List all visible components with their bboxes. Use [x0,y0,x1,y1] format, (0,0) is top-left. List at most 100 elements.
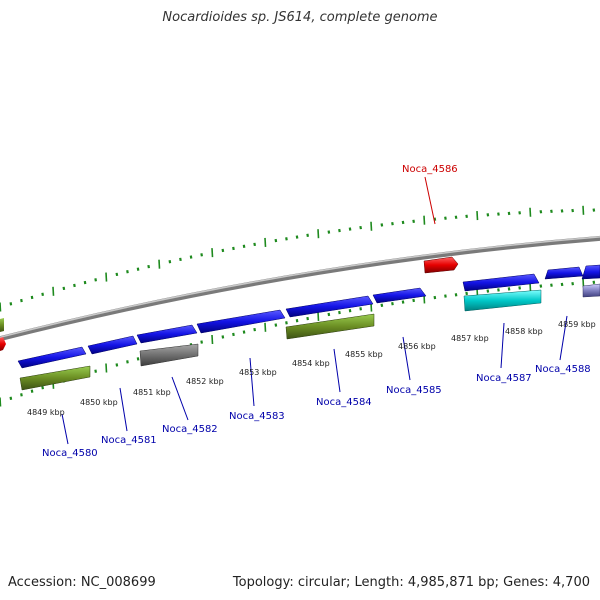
major-tick [211,248,214,258]
gene-arrow[interactable] [0,318,4,332]
gene-label-noca-4585[interactable]: Noca_4585 [386,385,442,396]
major-tick [317,311,320,322]
minor-tick [285,237,288,241]
gene-arrow[interactable] [17,346,87,369]
minor-tick [41,292,44,297]
minor-tick [115,272,119,277]
minor-tick [179,257,182,262]
minor-tick [507,211,511,216]
minor-tick [20,298,23,303]
minor-tick [380,303,384,307]
minor-tick [380,223,384,227]
gene-arrow[interactable] [423,256,459,274]
minor-tick [285,321,288,325]
minor-tick [136,267,140,271]
gene-arrow[interactable] [462,273,540,292]
minor-tick [253,242,256,247]
minor-tick [41,386,44,390]
minor-tick [168,260,172,264]
gene-arrow[interactable] [581,264,600,280]
minor-tick [94,369,97,373]
minor-tick [444,216,447,220]
gene-arrow[interactable] [136,324,198,344]
minor-tick [497,212,500,216]
gene-arrow[interactable] [196,309,286,334]
kbp-labels: 4849 kbp 4850 kbp 4851 kbp 4852 kbp 4853… [27,320,596,417]
kbp-label: 4849 kbp [27,408,65,417]
minor-tick [401,300,405,304]
genome-summary-text: Topology: circular; Length: 4,985,871 bp… [232,575,590,590]
gene-label-noca-4582[interactable]: Noca_4582 [162,424,218,435]
gene-arrow[interactable] [19,365,91,391]
minor-tick [136,357,140,361]
minor-tick [126,360,129,364]
gene-label-noca-4588[interactable]: Noca_4588 [535,364,591,375]
minor-tick [391,221,394,226]
major-tick [105,272,108,282]
minor-tick [306,233,309,237]
minor-tick [338,310,341,315]
minor-tick [560,282,564,287]
gene-label-noca-4583[interactable]: Noca_4583 [229,411,285,422]
minor-tick [454,293,458,297]
genome-backbone [0,235,600,342]
gene-arrow[interactable] [463,289,542,312]
genome-backbone-highlight [0,236,600,339]
major-tick [211,334,214,345]
minor-tick [518,286,521,290]
minor-tick [348,308,352,313]
minor-tick [274,238,278,243]
major-tick [476,210,479,221]
major-tick [52,286,55,296]
gene-arrow[interactable] [285,295,374,318]
outer-tick-track [0,205,596,312]
major-tick [317,229,320,239]
gene-label-noca-4580[interactable]: Noca_4580 [42,448,98,459]
rna-genes [0,256,459,351]
minor-tick [9,396,13,401]
minor-tick [465,291,468,296]
gene-arrow[interactable] [285,313,375,340]
minor-tick [571,281,574,286]
minor-tick [550,283,553,287]
minor-tick [221,335,225,339]
map-title: Nocardioides sp. JS614, complete genome [162,10,438,25]
gene-label-noca-4587[interactable]: Noca_4587 [476,373,532,384]
minor-tick [518,211,521,215]
minor-tick [295,318,299,323]
kbp-label: 4854 kbp [292,359,330,368]
major-tick [529,207,532,217]
gene-arrow[interactable] [544,266,584,280]
minor-tick [486,213,490,217]
minor-tick [391,301,394,306]
gene-arrow[interactable] [139,343,199,367]
minor-tick [433,217,437,221]
gene-arrow[interactable] [0,337,6,351]
minor-tick [253,327,256,332]
major-tick [0,397,2,407]
minor-tick [412,298,415,303]
gene-arrow[interactable] [372,287,427,304]
minor-tick [30,389,34,393]
kbp-label: 4856 kbp [398,342,436,351]
kbp-label: 4859 kbp [558,320,596,329]
gene-labels: Noca_4580 Noca_4581 Noca_4582 Noca_4583 … [42,164,591,459]
kbp-label: 4853 kbp [239,368,277,377]
reverse-strand-genes [0,283,600,391]
gene-arrow[interactable] [87,335,138,355]
kbp-label: 4850 kbp [80,398,118,407]
minor-tick [433,295,437,300]
label-leader-lines [61,176,568,445]
minor-tick [444,294,447,298]
gene-label-noca-4584[interactable]: Noca_4584 [316,397,372,408]
minor-tick [592,208,596,212]
gene-label-noca-4586[interactable]: Noca_4586 [402,164,458,175]
minor-tick [274,323,278,327]
minor-tick [126,270,129,274]
minor-tick [401,220,405,225]
gene-arrow[interactable] [582,283,600,298]
gene-label-noca-4581[interactable]: Noca_4581 [101,435,157,446]
minor-tick [560,209,564,213]
major-tick [158,259,161,269]
minor-tick [20,393,23,397]
